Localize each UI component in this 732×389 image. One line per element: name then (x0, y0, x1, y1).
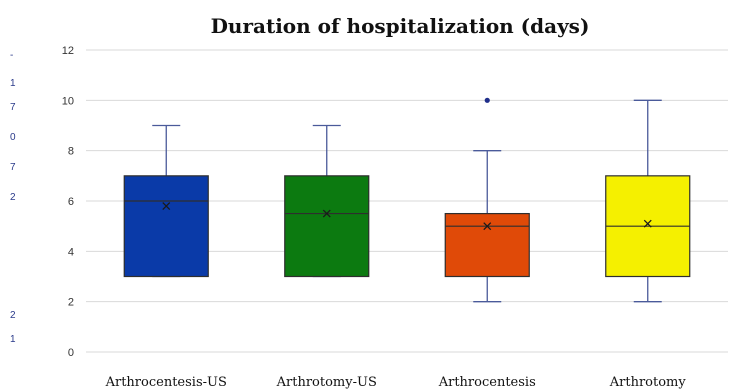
mean-marker (643, 219, 652, 228)
x-category-label: Arthrocentesis (438, 375, 536, 389)
mean-marker (162, 202, 171, 210)
box-3 (444, 97, 530, 303)
x-category-label: Arthrotomy (609, 375, 687, 389)
box-2 (284, 124, 370, 278)
mean-marker (483, 222, 492, 231)
y-tick-label: 10 (62, 95, 74, 107)
y-tick-label: 6 (68, 196, 74, 208)
edge-fragment: 7 (10, 162, 16, 173)
x-axis-categories: Arthrocentesis-US Arthrotomy-US Arthrocent… (105, 375, 687, 389)
y-axis-ticks: 0 2 4 6 8 10 12 (62, 45, 74, 359)
x-category-label: Arthrocentesis-US (105, 375, 227, 389)
x-category-label: Arthrotomy-US (276, 375, 377, 389)
chart-title: Duration of hospitalization (days) (211, 14, 590, 38)
box-1 (123, 124, 209, 278)
edge-fragment: 7 (10, 102, 16, 113)
edge-fragment: 2 (10, 192, 16, 203)
outlier-point (484, 97, 490, 103)
box-body (444, 212, 530, 278)
edge-fragment: 1 (10, 78, 16, 89)
y-tick-label: 2 (68, 297, 74, 309)
y-tick-label: 12 (62, 45, 74, 57)
edge-fragment: - (10, 50, 13, 61)
box-4 (605, 99, 691, 303)
box-body (284, 175, 370, 278)
box-body (123, 175, 209, 278)
edge-fragment: 0 (10, 132, 16, 143)
y-tick-label: 0 (68, 347, 74, 359)
edge-fragment: 2 (10, 310, 16, 321)
left-edge-fragments: - 1 7 0 7 2 2 1 (10, 50, 16, 345)
edge-fragment: 1 (10, 334, 16, 345)
y-tick-label: 8 (68, 146, 74, 158)
mean-marker (322, 209, 331, 218)
boxes (123, 97, 691, 303)
y-tick-label: 4 (68, 246, 74, 258)
